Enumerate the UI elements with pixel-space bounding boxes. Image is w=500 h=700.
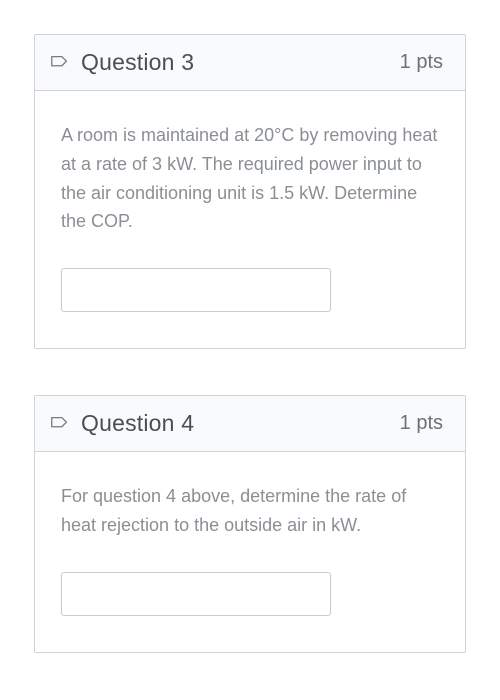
question-card: Question 3 1 pts A room is maintained at…	[34, 34, 466, 349]
question-points: 1 pts	[400, 412, 443, 435]
tag-icon	[49, 52, 71, 74]
question-prompt: A room is maintained at 20°C by removing…	[61, 121, 439, 236]
answer-input[interactable]	[61, 268, 331, 312]
question-prompt: For question 4 above, determine the rate…	[61, 482, 439, 540]
question-header: Question 4 1 pts	[35, 396, 465, 452]
answer-input[interactable]	[61, 572, 331, 616]
question-body: For question 4 above, determine the rate…	[35, 452, 465, 652]
question-title: Question 4	[81, 410, 400, 437]
quiz-page: Question 3 1 pts A room is maintained at…	[0, 0, 500, 653]
question-header: Question 3 1 pts	[35, 35, 465, 91]
question-body: A room is maintained at 20°C by removing…	[35, 91, 465, 348]
question-points: 1 pts	[400, 51, 443, 74]
question-card: Question 4 1 pts For question 4 above, d…	[34, 395, 466, 653]
tag-icon	[49, 413, 71, 435]
question-title: Question 3	[81, 49, 400, 76]
